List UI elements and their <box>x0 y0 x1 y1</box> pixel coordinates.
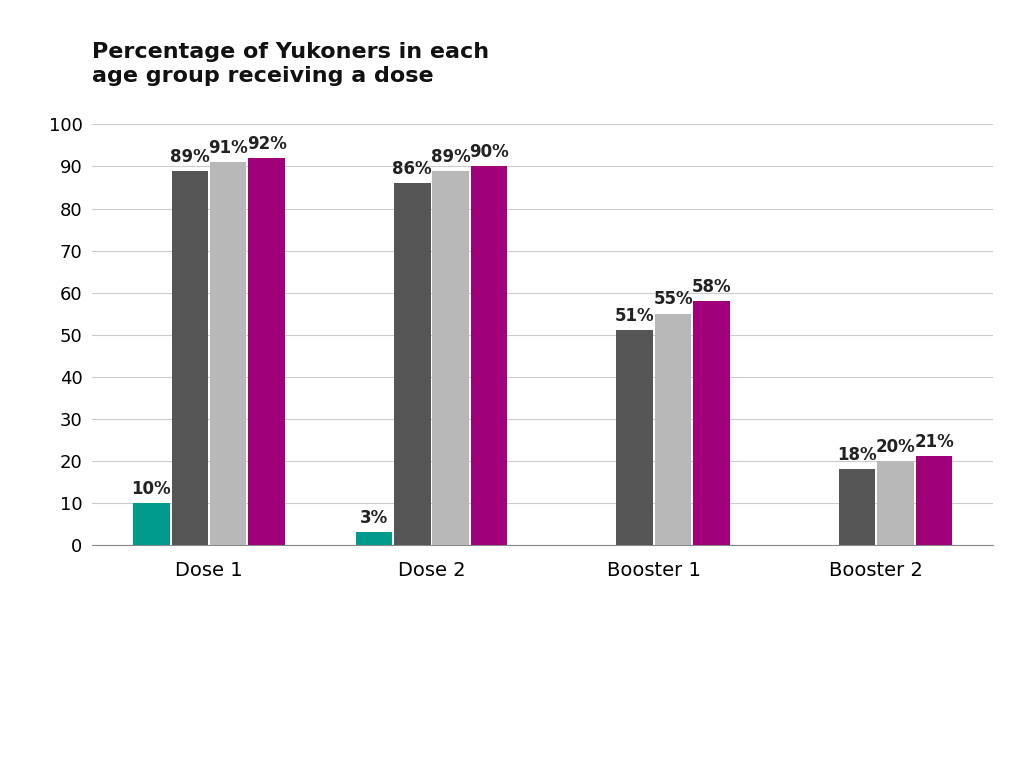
Bar <box>210 163 247 545</box>
Text: Percentage of Yukoners in each
age group receiving a dose: Percentage of Yukoners in each age group… <box>92 42 489 86</box>
Text: 89%: 89% <box>170 148 210 166</box>
Bar <box>839 469 876 545</box>
Bar <box>915 457 952 545</box>
Bar <box>693 301 730 545</box>
Text: 21%: 21% <box>914 433 954 451</box>
Bar <box>471 166 507 545</box>
Text: 89%: 89% <box>431 148 471 166</box>
Bar <box>394 184 430 545</box>
Text: 20%: 20% <box>876 437 915 456</box>
Text: 58%: 58% <box>692 278 731 296</box>
Bar <box>172 170 208 545</box>
Text: 90%: 90% <box>469 143 509 162</box>
Text: 3%: 3% <box>359 509 388 527</box>
Bar <box>133 503 170 545</box>
Bar <box>878 461 913 545</box>
Bar <box>249 158 285 545</box>
Bar <box>355 532 392 545</box>
Bar <box>432 170 469 545</box>
Text: 55%: 55% <box>653 290 693 309</box>
Text: 51%: 51% <box>615 307 654 325</box>
Text: 92%: 92% <box>247 135 287 153</box>
Text: 86%: 86% <box>392 160 432 178</box>
Text: 18%: 18% <box>838 446 877 464</box>
Text: 10%: 10% <box>131 479 171 498</box>
Bar <box>616 331 653 545</box>
Text: 91%: 91% <box>208 139 248 157</box>
Bar <box>655 314 691 545</box>
